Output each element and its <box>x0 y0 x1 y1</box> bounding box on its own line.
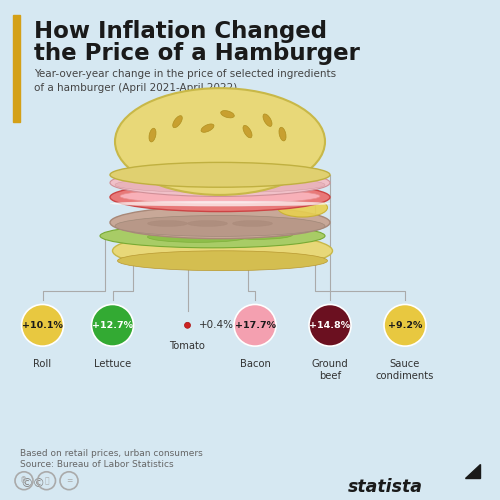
Ellipse shape <box>110 169 330 196</box>
Text: +17.7%: +17.7% <box>234 321 276 330</box>
Ellipse shape <box>278 198 328 217</box>
Ellipse shape <box>263 114 272 126</box>
Text: +10.1%: +10.1% <box>22 321 63 330</box>
Circle shape <box>92 304 134 346</box>
Circle shape <box>184 322 190 328</box>
Ellipse shape <box>120 188 320 204</box>
Ellipse shape <box>148 220 188 226</box>
Text: statista: statista <box>348 478 422 496</box>
Text: Ground
beef: Ground beef <box>312 358 348 381</box>
Text: How Inflation Changed: How Inflation Changed <box>34 20 327 43</box>
Ellipse shape <box>110 183 330 212</box>
Ellipse shape <box>243 126 252 138</box>
Ellipse shape <box>115 216 325 236</box>
Text: ©©: ©© <box>20 477 45 490</box>
Text: Sauce
condiments: Sauce condiments <box>376 358 434 381</box>
Ellipse shape <box>201 124 214 132</box>
Ellipse shape <box>220 110 234 118</box>
Ellipse shape <box>172 116 182 128</box>
Ellipse shape <box>188 220 228 226</box>
Ellipse shape <box>110 201 330 206</box>
Bar <box>12 15 20 122</box>
Ellipse shape <box>110 206 330 238</box>
Text: Year-over-year change in the price of selected ingredients
of a hamburger (April: Year-over-year change in the price of se… <box>34 68 336 92</box>
Text: ⓘ: ⓘ <box>44 476 49 485</box>
Ellipse shape <box>100 224 325 248</box>
Text: Roll: Roll <box>34 358 52 368</box>
Text: +9.2%: +9.2% <box>388 321 422 330</box>
Text: Bacon: Bacon <box>240 358 270 368</box>
Circle shape <box>234 304 276 346</box>
Text: +14.8%: +14.8% <box>310 321 350 330</box>
Text: Source: Bureau of Labor Statistics: Source: Bureau of Labor Statistics <box>20 460 174 469</box>
Text: ®: ® <box>20 476 28 485</box>
Ellipse shape <box>149 128 156 142</box>
Circle shape <box>309 304 351 346</box>
Circle shape <box>22 304 64 346</box>
Text: Based on retail prices, urban consumers: Based on retail prices, urban consumers <box>20 450 203 458</box>
Ellipse shape <box>112 232 332 270</box>
Ellipse shape <box>232 220 272 226</box>
Text: +12.7%: +12.7% <box>92 321 133 330</box>
Ellipse shape <box>118 251 328 270</box>
Circle shape <box>384 304 426 346</box>
Ellipse shape <box>222 230 292 239</box>
Text: the Price of a Hamburger: the Price of a Hamburger <box>34 42 360 65</box>
Ellipse shape <box>148 232 248 242</box>
Ellipse shape <box>115 177 325 192</box>
Ellipse shape <box>279 128 286 141</box>
Ellipse shape <box>115 88 325 195</box>
Text: =: = <box>66 476 72 485</box>
Ellipse shape <box>110 162 330 187</box>
Text: +0.4%: +0.4% <box>198 320 234 330</box>
Polygon shape <box>465 464 480 478</box>
Text: Lettuce: Lettuce <box>94 358 131 368</box>
Text: Tomato: Tomato <box>170 340 205 350</box>
